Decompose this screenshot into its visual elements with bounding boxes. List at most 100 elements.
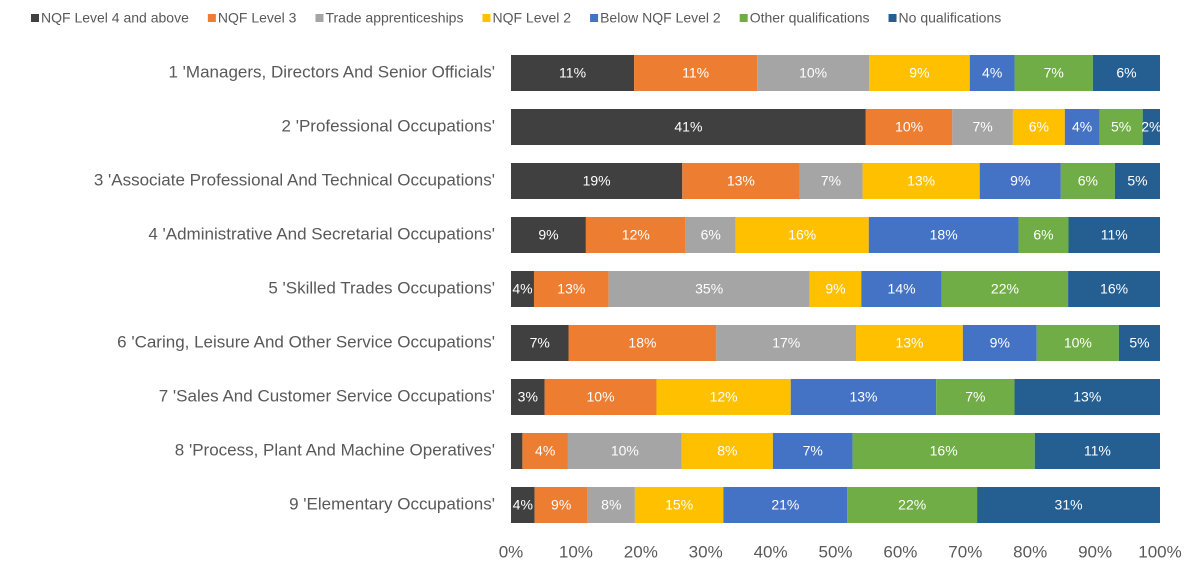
data-label: 12% [710,389,738,405]
legend-label: NQF Level 4 and above [41,10,189,26]
legend-swatch [482,14,491,22]
data-label: 4% [535,443,555,459]
bar-segment [511,433,523,469]
legend-swatch [207,14,216,22]
data-label: 18% [930,227,958,243]
bar-segment [1014,379,1160,415]
data-label: 3% [518,389,538,405]
bar-segment [757,55,870,91]
data-label: 12% [622,227,650,243]
data-label: 13% [849,389,877,405]
bar-segment [511,325,569,361]
data-label: 14% [888,281,916,297]
legend-swatch [315,14,324,22]
data-label: 8% [601,497,621,513]
data-label: 4% [982,65,1002,81]
data-label: 6% [701,227,721,243]
data-label: 13% [557,281,585,297]
bar-segment [511,487,535,523]
legend-swatch [31,14,39,22]
bar-segment [634,55,758,91]
bar-segment [790,379,937,415]
legend-swatch [590,14,599,22]
data-label: 9% [990,335,1010,351]
data-label: 4% [513,497,533,513]
data-label: 9% [551,497,571,513]
bar-segment [511,379,545,415]
bar-segment [681,433,773,469]
bar-segment [567,433,682,469]
data-label: 13% [895,335,923,351]
x-tick-label: 80% [1013,542,1047,561]
x-tick-label: 20% [624,542,658,561]
x-tick-label: 60% [883,542,917,561]
x-tick-label: 50% [818,542,852,561]
x-tick-label: 70% [948,542,982,561]
bar-segment [1014,55,1093,91]
data-label: 16% [930,443,958,459]
y-tick-label: 8 'Process, Plant And Machine Operatives… [175,440,495,459]
bar-segment [723,487,848,523]
x-tick-label: 40% [754,542,788,561]
bar-segment [1118,325,1160,361]
data-label: 5% [1111,119,1131,135]
bar-segment [979,163,1061,199]
data-label: 6% [1029,119,1049,135]
legend-label: NQF Level 3 [218,10,297,26]
data-label: 11% [1101,227,1128,243]
data-label: 7% [803,443,823,459]
bar-segment [511,217,586,253]
data-label: 21% [771,497,799,513]
bar-segment [868,217,1019,253]
bar-segment [1018,217,1069,253]
y-tick-label: 2 'Professional Occupations' [282,116,495,135]
data-label: 10% [611,443,639,459]
data-label: 4% [1072,119,1092,135]
bar-segment [735,217,869,253]
bar-segment [1064,109,1100,145]
x-tick-label: 0% [499,542,524,561]
data-label: 15% [665,497,693,513]
bar-segment [511,55,635,91]
data-label: 41% [674,119,702,135]
bar-segment [522,433,568,469]
data-label: 4% [512,281,532,297]
bar-segment [862,163,980,199]
bar-segment [861,271,942,307]
data-label: 6% [1116,65,1136,81]
data-label: 8% [717,443,737,459]
legend-label: Below NQF Level 2 [600,10,721,26]
bar-segment [656,379,791,415]
bar-segment [936,379,1015,415]
bar-segment [962,325,1037,361]
legend-label: Other qualifications [750,10,870,26]
data-label: 2% [1141,119,1161,135]
y-tick-label: 9 'Elementary Occupations' [289,494,495,513]
bar-segment [1012,109,1065,145]
y-tick-label: 1 'Managers, Directors And Senior Offici… [169,62,496,81]
bar-segment [772,433,853,469]
data-label: 7% [965,389,985,405]
bar-segment [534,487,588,523]
data-label: 16% [788,227,816,243]
data-label: 10% [1064,335,1092,351]
bar-segment [1092,55,1160,91]
data-label: 31% [1055,497,1083,513]
bar-segment [1034,433,1160,469]
y-tick-label: 3 'Associate Professional And Technical … [94,170,495,189]
data-label: 10% [799,65,827,81]
data-label: 9% [1010,173,1030,189]
bar-segment [952,109,1013,145]
bar-segment [716,325,857,361]
data-label: 13% [727,173,755,189]
legend-label: NQF Level 2 [492,10,571,26]
x-tick-label: 90% [1078,542,1112,561]
bar-segment [1068,217,1160,253]
data-label: 22% [898,497,926,513]
data-label: 11% [559,65,586,81]
bar-segment [852,433,1035,469]
bar-segment [865,109,953,145]
bar-segment [634,487,724,523]
bar-segment [511,109,866,145]
